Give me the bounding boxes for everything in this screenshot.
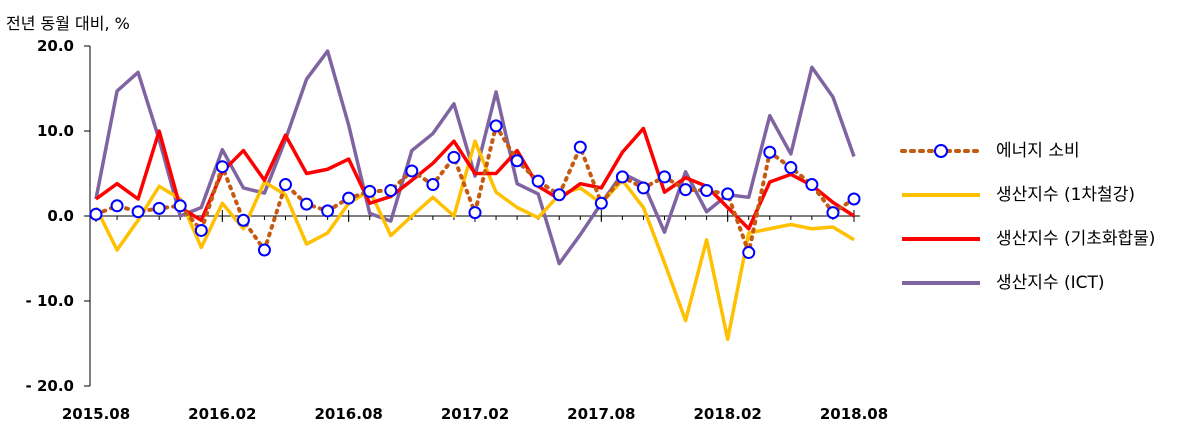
energy-point-marker	[679, 183, 693, 197]
energy-point-marker	[763, 145, 777, 159]
legend-swatch-ict	[902, 281, 980, 285]
energy-point-marker	[110, 199, 124, 213]
energy-point-marker	[279, 178, 292, 192]
energy-point-marker	[152, 201, 166, 215]
x-tick-label: 2018.08	[820, 405, 888, 423]
legend-item-steel: 생산지수 (1차철강)	[900, 180, 1190, 224]
energy-point-marker	[131, 205, 145, 219]
energy-point-marker	[615, 170, 629, 184]
energy-point-marker	[847, 192, 861, 206]
energy-point-marker	[215, 160, 229, 174]
legend-label-steel: 생산지수 (1차철강)	[996, 185, 1135, 205]
energy-point-marker	[489, 119, 503, 133]
energy-point-marker	[552, 188, 566, 202]
legend-swatch-chemical	[902, 237, 980, 241]
energy-point-marker	[721, 187, 735, 201]
x-tick-label: 2015.08	[62, 405, 130, 423]
energy-point-marker	[447, 150, 461, 164]
energy-point-marker	[510, 154, 524, 168]
y-tick-label: - 20.0	[26, 377, 74, 395]
energy-point-marker	[658, 170, 671, 184]
legend-item-ict: 생산지수 (ICT)	[900, 268, 1190, 312]
legend: 에너지 소비 생산지수 (1차철강) 생산지수 (기초화합물) 생산지수 (IC…	[900, 136, 1190, 312]
energy-point-marker	[300, 197, 314, 211]
energy-point-marker	[173, 199, 187, 213]
energy-point-marker	[594, 196, 608, 210]
legend-swatch-steel	[902, 193, 980, 197]
energy-point-marker	[342, 191, 356, 205]
energy-point-marker	[636, 181, 650, 195]
energy-point-marker	[700, 184, 714, 197]
x-tick-label: 2018.02	[694, 405, 762, 423]
y-tick-label: 20.0	[37, 37, 74, 55]
y-tick-label: - 10.0	[26, 292, 74, 310]
energy-point-marker	[784, 161, 798, 175]
energy-point-marker	[468, 206, 482, 220]
legend-item-chemical: 생산지수 (기초화합물)	[900, 224, 1190, 268]
energy-point-marker	[742, 246, 756, 260]
energy-point-marker	[405, 164, 419, 178]
legend-label-energy: 에너지 소비	[996, 141, 1080, 161]
energy-point-marker	[194, 223, 208, 237]
legend-label-chemical: 생산지수 (기초화합물)	[996, 229, 1156, 249]
x-tick-label: 2017.08	[567, 405, 635, 423]
energy-point-marker	[805, 178, 819, 192]
energy-point-marker	[236, 213, 250, 227]
energy-point-marker	[426, 178, 440, 192]
legend-label-ict: 생산지수 (ICT)	[996, 273, 1105, 293]
energy-point-marker	[826, 206, 840, 220]
energy-point-marker	[363, 184, 377, 198]
energy-point-marker	[89, 207, 103, 221]
series-line-1	[94, 139, 855, 341]
legend-swatch-energy	[900, 144, 982, 158]
x-tick-label: 2017.02	[441, 405, 509, 423]
energy-point-marker	[257, 243, 271, 257]
legend-item-energy: 에너지 소비	[900, 136, 1190, 180]
energy-point-marker	[384, 184, 398, 197]
x-tick-label: 2016.08	[315, 405, 383, 423]
y-axis-unit-label: 전년 동월 대비, %	[6, 14, 130, 33]
y-tick-label: 0.0	[47, 207, 74, 225]
energy-point-marker	[321, 204, 335, 218]
x-tick-label: 2016.02	[188, 405, 256, 423]
energy-point-marker	[573, 140, 587, 154]
y-tick-label: 10.0	[37, 122, 74, 140]
energy-point-marker	[531, 174, 545, 188]
